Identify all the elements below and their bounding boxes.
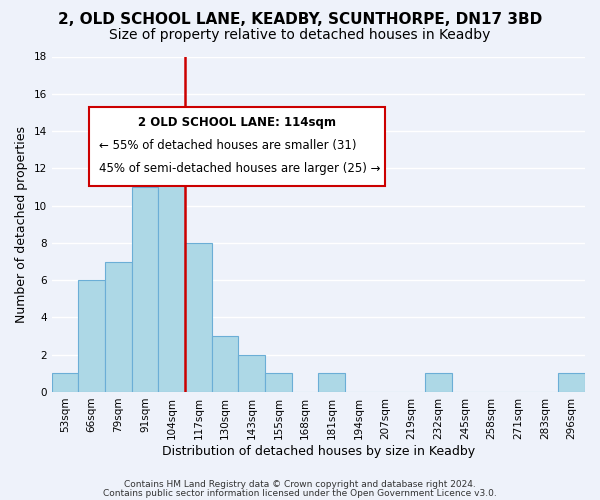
Bar: [319, 374, 345, 392]
Bar: [158, 131, 185, 392]
Bar: [185, 243, 212, 392]
Bar: [79, 280, 105, 392]
Bar: [238, 354, 265, 392]
Text: Contains HM Land Registry data © Crown copyright and database right 2024.: Contains HM Land Registry data © Crown c…: [124, 480, 476, 489]
FancyBboxPatch shape: [89, 107, 385, 186]
Bar: [105, 262, 131, 392]
Text: 45% of semi-detached houses are larger (25) →: 45% of semi-detached houses are larger (…: [98, 162, 380, 175]
Bar: [425, 374, 452, 392]
X-axis label: Distribution of detached houses by size in Keadby: Distribution of detached houses by size …: [162, 444, 475, 458]
Bar: [52, 374, 79, 392]
Bar: [559, 374, 585, 392]
Text: 2, OLD SCHOOL LANE, KEADBY, SCUNTHORPE, DN17 3BD: 2, OLD SCHOOL LANE, KEADBY, SCUNTHORPE, …: [58, 12, 542, 28]
Bar: [131, 187, 158, 392]
Y-axis label: Number of detached properties: Number of detached properties: [15, 126, 28, 322]
Text: ← 55% of detached houses are smaller (31): ← 55% of detached houses are smaller (31…: [98, 138, 356, 151]
Text: 2 OLD SCHOOL LANE: 114sqm: 2 OLD SCHOOL LANE: 114sqm: [138, 116, 336, 129]
Text: Contains public sector information licensed under the Open Government Licence v3: Contains public sector information licen…: [103, 488, 497, 498]
Bar: [212, 336, 238, 392]
Bar: [265, 374, 292, 392]
Text: Size of property relative to detached houses in Keadby: Size of property relative to detached ho…: [109, 28, 491, 42]
